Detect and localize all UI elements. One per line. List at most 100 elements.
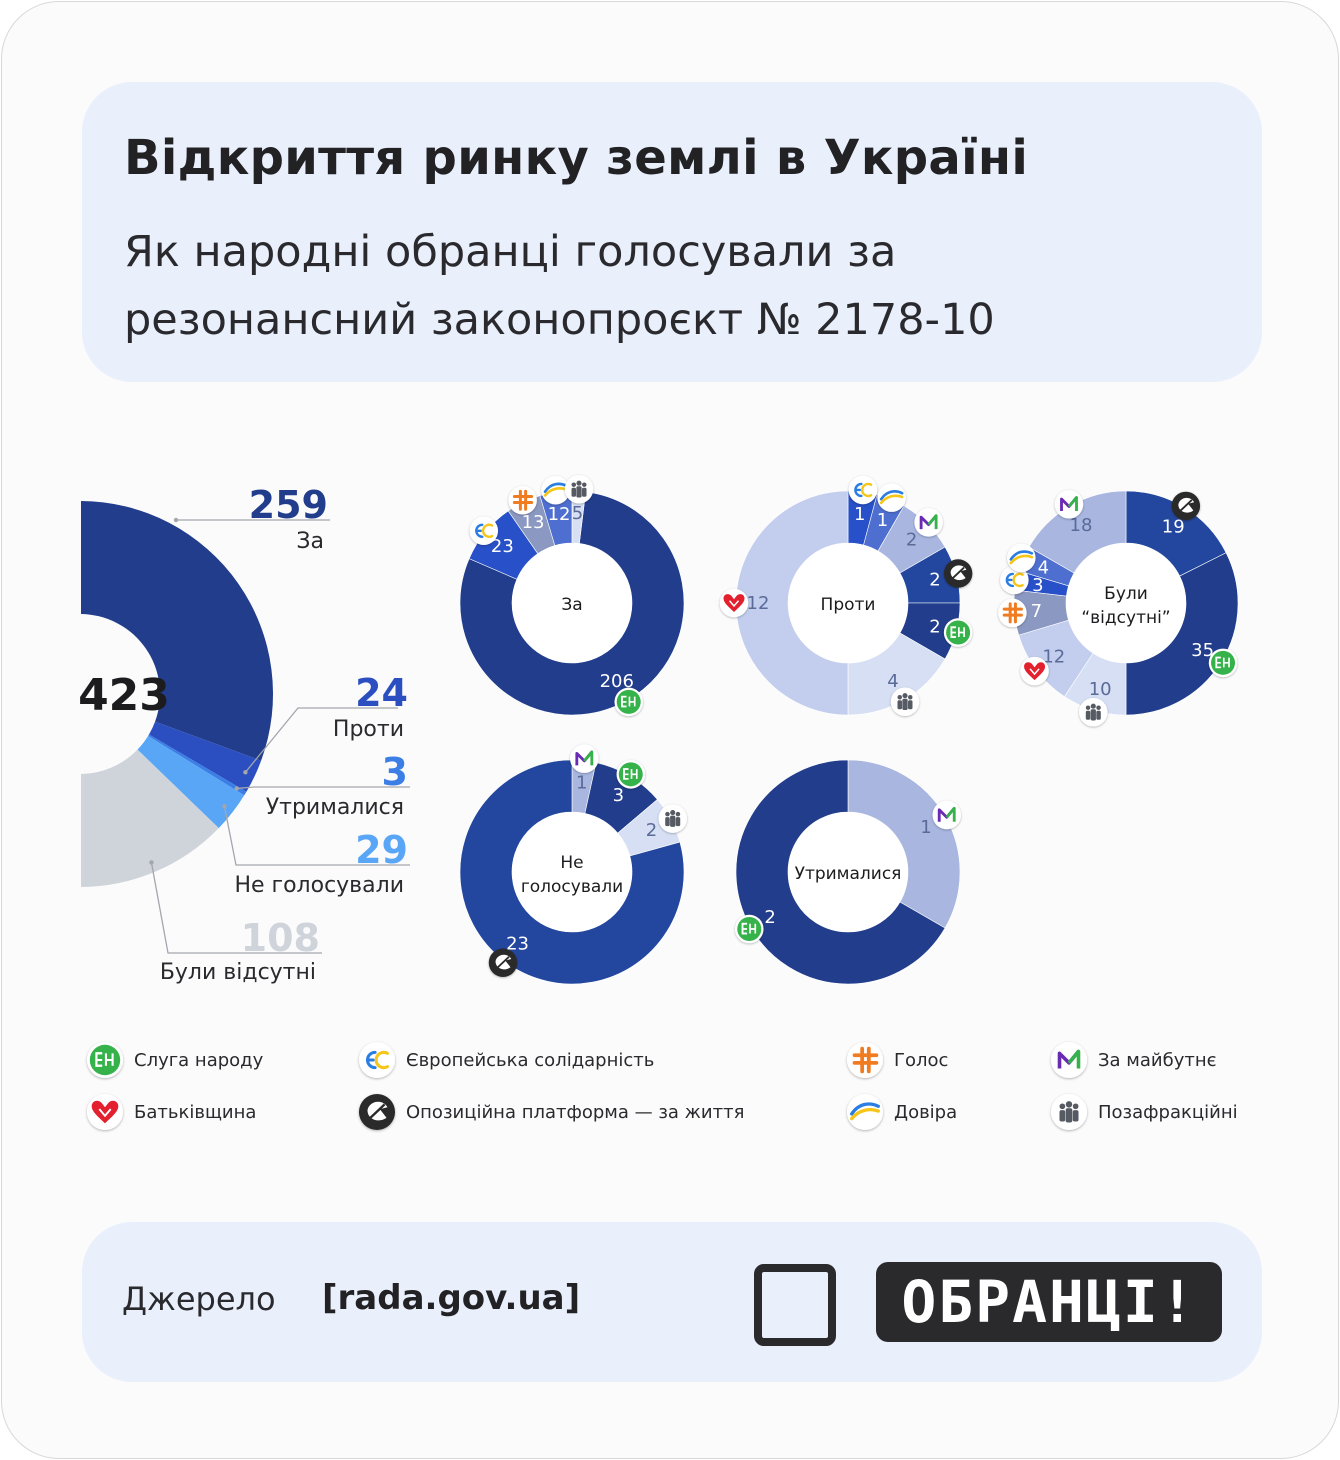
summary-leader-dot-4 [149, 860, 154, 865]
pozafraktsiini-icon [1079, 697, 1108, 727]
donut-2-value-3: 2 [929, 570, 940, 591]
faction-donut-icons [469, 474, 1238, 978]
donut-2-value-1: 1 [877, 510, 888, 531]
sluha-icon [735, 914, 764, 944]
dovira-icon [846, 1093, 884, 1131]
donut-chart-1: 206 23 13 12 5 За [459, 490, 685, 716]
donut-1-center-label: За [561, 595, 582, 615]
logo-square-icon [754, 1264, 836, 1346]
holos-icon [846, 1041, 884, 1079]
maibutne-icon [1050, 1041, 1088, 1079]
pozafraktsiini-icon [658, 804, 687, 833]
sluha-narodu-icon [86, 1041, 124, 1079]
summary-label-4: Були відсутні [160, 960, 316, 985]
dovira-icon [877, 483, 906, 512]
maibutne-icon [570, 744, 599, 773]
sluha-icon [614, 687, 643, 717]
za-maibutne-icon [1050, 1041, 1088, 1079]
summary-leader-2 [236, 786, 410, 790]
opzzh-icon [358, 1093, 396, 1131]
donut-3-value-4: 7 [1031, 601, 1042, 622]
yevropeiska-solidarnist-icon [358, 1041, 396, 1079]
donut-3-center-label-1: Були [1104, 584, 1148, 604]
donut-2-value-6: 12 [747, 593, 770, 614]
legend-item-sluha: Слуга народу [84, 1040, 263, 1080]
donut-3-value-6: 4 [1038, 557, 1049, 578]
legend-item-opzzh: Опозиційна платформа — за життя [356, 1092, 744, 1132]
donut-chart-4: 1 3 2 23 Не голосували [459, 759, 685, 985]
donut-2-value-5: 4 [887, 671, 898, 692]
subtitle-line-1: Як народні обранці голосували за [124, 227, 897, 277]
donut-4-value-3: 23 [506, 934, 529, 955]
pozafraktsiini-icon [564, 474, 594, 504]
legend-label: Батьківщина [134, 1101, 257, 1123]
es-icon [358, 1041, 396, 1079]
donut-chart-5: 1 2 Утрималися [735, 759, 961, 985]
total-deputies: 423 [78, 670, 170, 721]
header-panel: Відкриття ринку землі в Україні Як народ… [82, 82, 1262, 382]
batkivshchyna-icon [1020, 656, 1049, 686]
summary-slice-2 [148, 734, 247, 796]
summary-leader-1 [244, 707, 398, 773]
donut-2-value-2: 2 [906, 529, 917, 550]
es-icon [848, 475, 878, 505]
source-link[interactable]: [rada.gov.ua] [322, 1278, 581, 1318]
summary-leader-dot-2 [234, 786, 239, 791]
summary-leader-dot-1 [243, 770, 248, 775]
batkivshchyna-icon [86, 1093, 124, 1131]
donut-1-value-3: 12 [548, 504, 571, 525]
donut-1-hole [512, 543, 632, 663]
dovira-icon [541, 475, 570, 505]
summary-value-1: 24 [355, 671, 408, 715]
donut-3-value-1: 35 [1191, 640, 1214, 661]
es-icon [1000, 565, 1029, 595]
donut-2-value-0: 1 [854, 504, 865, 525]
summary-value-0: 259 [249, 483, 328, 527]
donut-3-value-2: 10 [1089, 679, 1112, 700]
maibutne-icon [1054, 490, 1084, 519]
holos-icon [998, 598, 1027, 628]
donut-3-value-7: 18 [1070, 515, 1093, 536]
donut-3-hole [1066, 543, 1186, 663]
donut-2-value-4: 2 [929, 616, 940, 637]
holos-icon [846, 1041, 884, 1079]
donut-4-value-0: 1 [576, 773, 587, 794]
maibutne-icon [932, 800, 961, 830]
donut-4-center-label-1: Не [560, 853, 583, 873]
summary-label-1: Проти [333, 717, 404, 742]
legend-item-dovira: Довіра [844, 1092, 957, 1132]
legend-label: Опозиційна платформа — за життя [406, 1101, 745, 1123]
opzzh-icon [943, 559, 973, 588]
donut-1-value-2: 13 [522, 512, 545, 533]
opzzh-icon [488, 948, 518, 978]
summary-leader-dot-0 [173, 517, 179, 523]
page-title: Відкриття ринку землі в Україні [124, 130, 1029, 186]
footer-panel: Джерело [rada.gov.ua] ОБРАНЦІ! [82, 1222, 1262, 1382]
subtitle-line-2: резонансний законопроєкт № 2178-10 [124, 295, 995, 345]
donut-5-hole [788, 812, 908, 932]
legend-label: Довіра [894, 1101, 958, 1123]
pozafraktsiini-icon [1050, 1093, 1088, 1131]
donut-3-value-3: 12 [1042, 647, 1065, 668]
page-subtitle: Як народні обранці голосували за резонан… [124, 218, 995, 354]
legend-label: Слуга народу [134, 1049, 264, 1071]
legend-item-holos: Голос [844, 1040, 948, 1080]
donut-2-center-label: Проти [821, 595, 876, 615]
opzzh-icon [1171, 491, 1201, 521]
donut-5-center-label: Утрималися [795, 864, 902, 884]
legend-label: Голос [894, 1049, 949, 1071]
maibutne-icon [914, 508, 943, 537]
donut-5-value-0: 1 [920, 817, 931, 838]
sluha-icon [943, 618, 973, 647]
summary-slice-4 [81, 749, 219, 887]
summary-slice-1 [148, 721, 262, 792]
donut-5-value-1: 2 [764, 907, 775, 928]
donut-3-value-0: 19 [1162, 516, 1185, 537]
holos-icon [508, 485, 537, 515]
opzzh-icon [358, 1093, 396, 1131]
legend-label: Позафракційні [1098, 1101, 1238, 1123]
